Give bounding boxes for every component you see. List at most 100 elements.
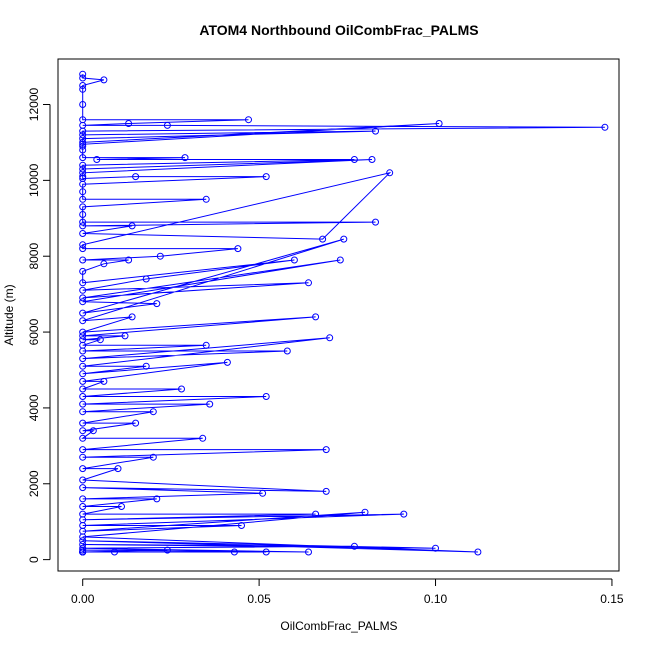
data-point: [79, 180, 87, 188]
data-point: [79, 355, 87, 363]
data-point: [372, 127, 379, 135]
data-point: [79, 434, 87, 442]
data-point: [326, 334, 334, 342]
data-point: [100, 260, 108, 268]
data-point: [262, 548, 270, 556]
data-point: [79, 309, 87, 317]
data-point: [79, 533, 87, 541]
data-point: [361, 508, 369, 516]
data-point: [149, 408, 157, 416]
data-point: [128, 222, 136, 230]
chart-title: ATOM4 Northbound OilCombFrac_PALMS: [199, 22, 478, 38]
data-point: [230, 548, 238, 556]
data-point: [340, 235, 348, 243]
data-point: [79, 165, 87, 173]
y-axis: 0 2000 4000 6000 8000 10000 12000: [27, 88, 51, 563]
data-point: [153, 495, 161, 503]
data-point: [132, 419, 140, 427]
data-point: [118, 503, 125, 510]
x-tick-label: 0.15: [600, 592, 624, 606]
data-point: [79, 546, 87, 554]
data-point: [79, 161, 87, 169]
data-point: [79, 465, 87, 473]
data-point: [79, 317, 87, 325]
data-point: [79, 408, 87, 416]
data-point: [125, 120, 133, 127]
data-point: [206, 400, 214, 408]
data-point: [322, 487, 330, 495]
data-point: [79, 427, 87, 435]
data-point: [89, 427, 97, 435]
data-point: [79, 218, 87, 226]
data-point: [79, 453, 87, 461]
data-point: [121, 332, 129, 340]
data-point: [319, 235, 327, 243]
data-point: [79, 256, 87, 264]
data-point: [79, 146, 87, 154]
data-point: [132, 173, 140, 181]
data-point: [262, 393, 270, 400]
data-point: [128, 313, 136, 321]
y-tick-label: 8000: [27, 243, 41, 270]
data-point: [79, 385, 87, 393]
data-point: [79, 347, 87, 355]
data-point: [93, 156, 101, 163]
data-point: [100, 377, 108, 385]
data-point: [322, 446, 330, 454]
data-point: [305, 279, 312, 287]
series-line: [81, 74, 605, 553]
x-tick-label: 0.00: [71, 592, 95, 606]
data-point: [79, 127, 87, 135]
data-point: [435, 120, 443, 127]
data-point: [79, 245, 87, 253]
data-point: [79, 400, 87, 408]
data-point: [163, 121, 171, 129]
data-point: [114, 465, 122, 473]
data-point: [100, 76, 108, 84]
x-axis: 0.00 0.05 0.10 0.15: [71, 578, 624, 606]
data-series: [79, 70, 609, 556]
data-point: [79, 548, 87, 556]
data-point: [336, 256, 344, 264]
data-point: [202, 341, 210, 349]
data-point: [223, 358, 231, 366]
data-point: [259, 489, 267, 497]
data-point: [79, 537, 87, 545]
y-tick-label: 4000: [27, 394, 41, 421]
data-point: [96, 336, 104, 344]
data-point: [234, 245, 242, 253]
data-point: [79, 70, 87, 78]
data-point: [79, 85, 87, 93]
y-tick-label: 2000: [27, 470, 41, 497]
data-point: [372, 218, 379, 226]
data-point: [79, 476, 87, 484]
data-point: [601, 123, 609, 131]
data-point: [178, 385, 185, 393]
data-point: [350, 542, 358, 550]
data-point: [238, 522, 245, 529]
data-point: [79, 267, 87, 275]
data-point: [153, 300, 161, 308]
data-point: [79, 203, 87, 211]
data-point: [283, 347, 291, 355]
data-point: [79, 294, 87, 302]
data-point: [432, 544, 439, 552]
data-point: [79, 154, 87, 162]
x-axis-label: OilCombFrac_PALMS: [280, 619, 397, 633]
data-point: [312, 313, 320, 321]
data-point: [79, 142, 87, 150]
data-point: [79, 211, 87, 218]
data-point: [79, 393, 87, 400]
data-point: [245, 116, 252, 124]
data-point: [79, 82, 87, 89]
data-point: [111, 548, 118, 556]
data-point: [79, 370, 87, 378]
data-point: [202, 195, 210, 203]
data-point: [79, 195, 87, 203]
data-point: [79, 484, 87, 492]
data-point: [79, 298, 87, 306]
data-point: [474, 548, 482, 556]
data-point: [79, 74, 87, 82]
data-point: [79, 101, 87, 108]
data-point: [79, 173, 87, 181]
